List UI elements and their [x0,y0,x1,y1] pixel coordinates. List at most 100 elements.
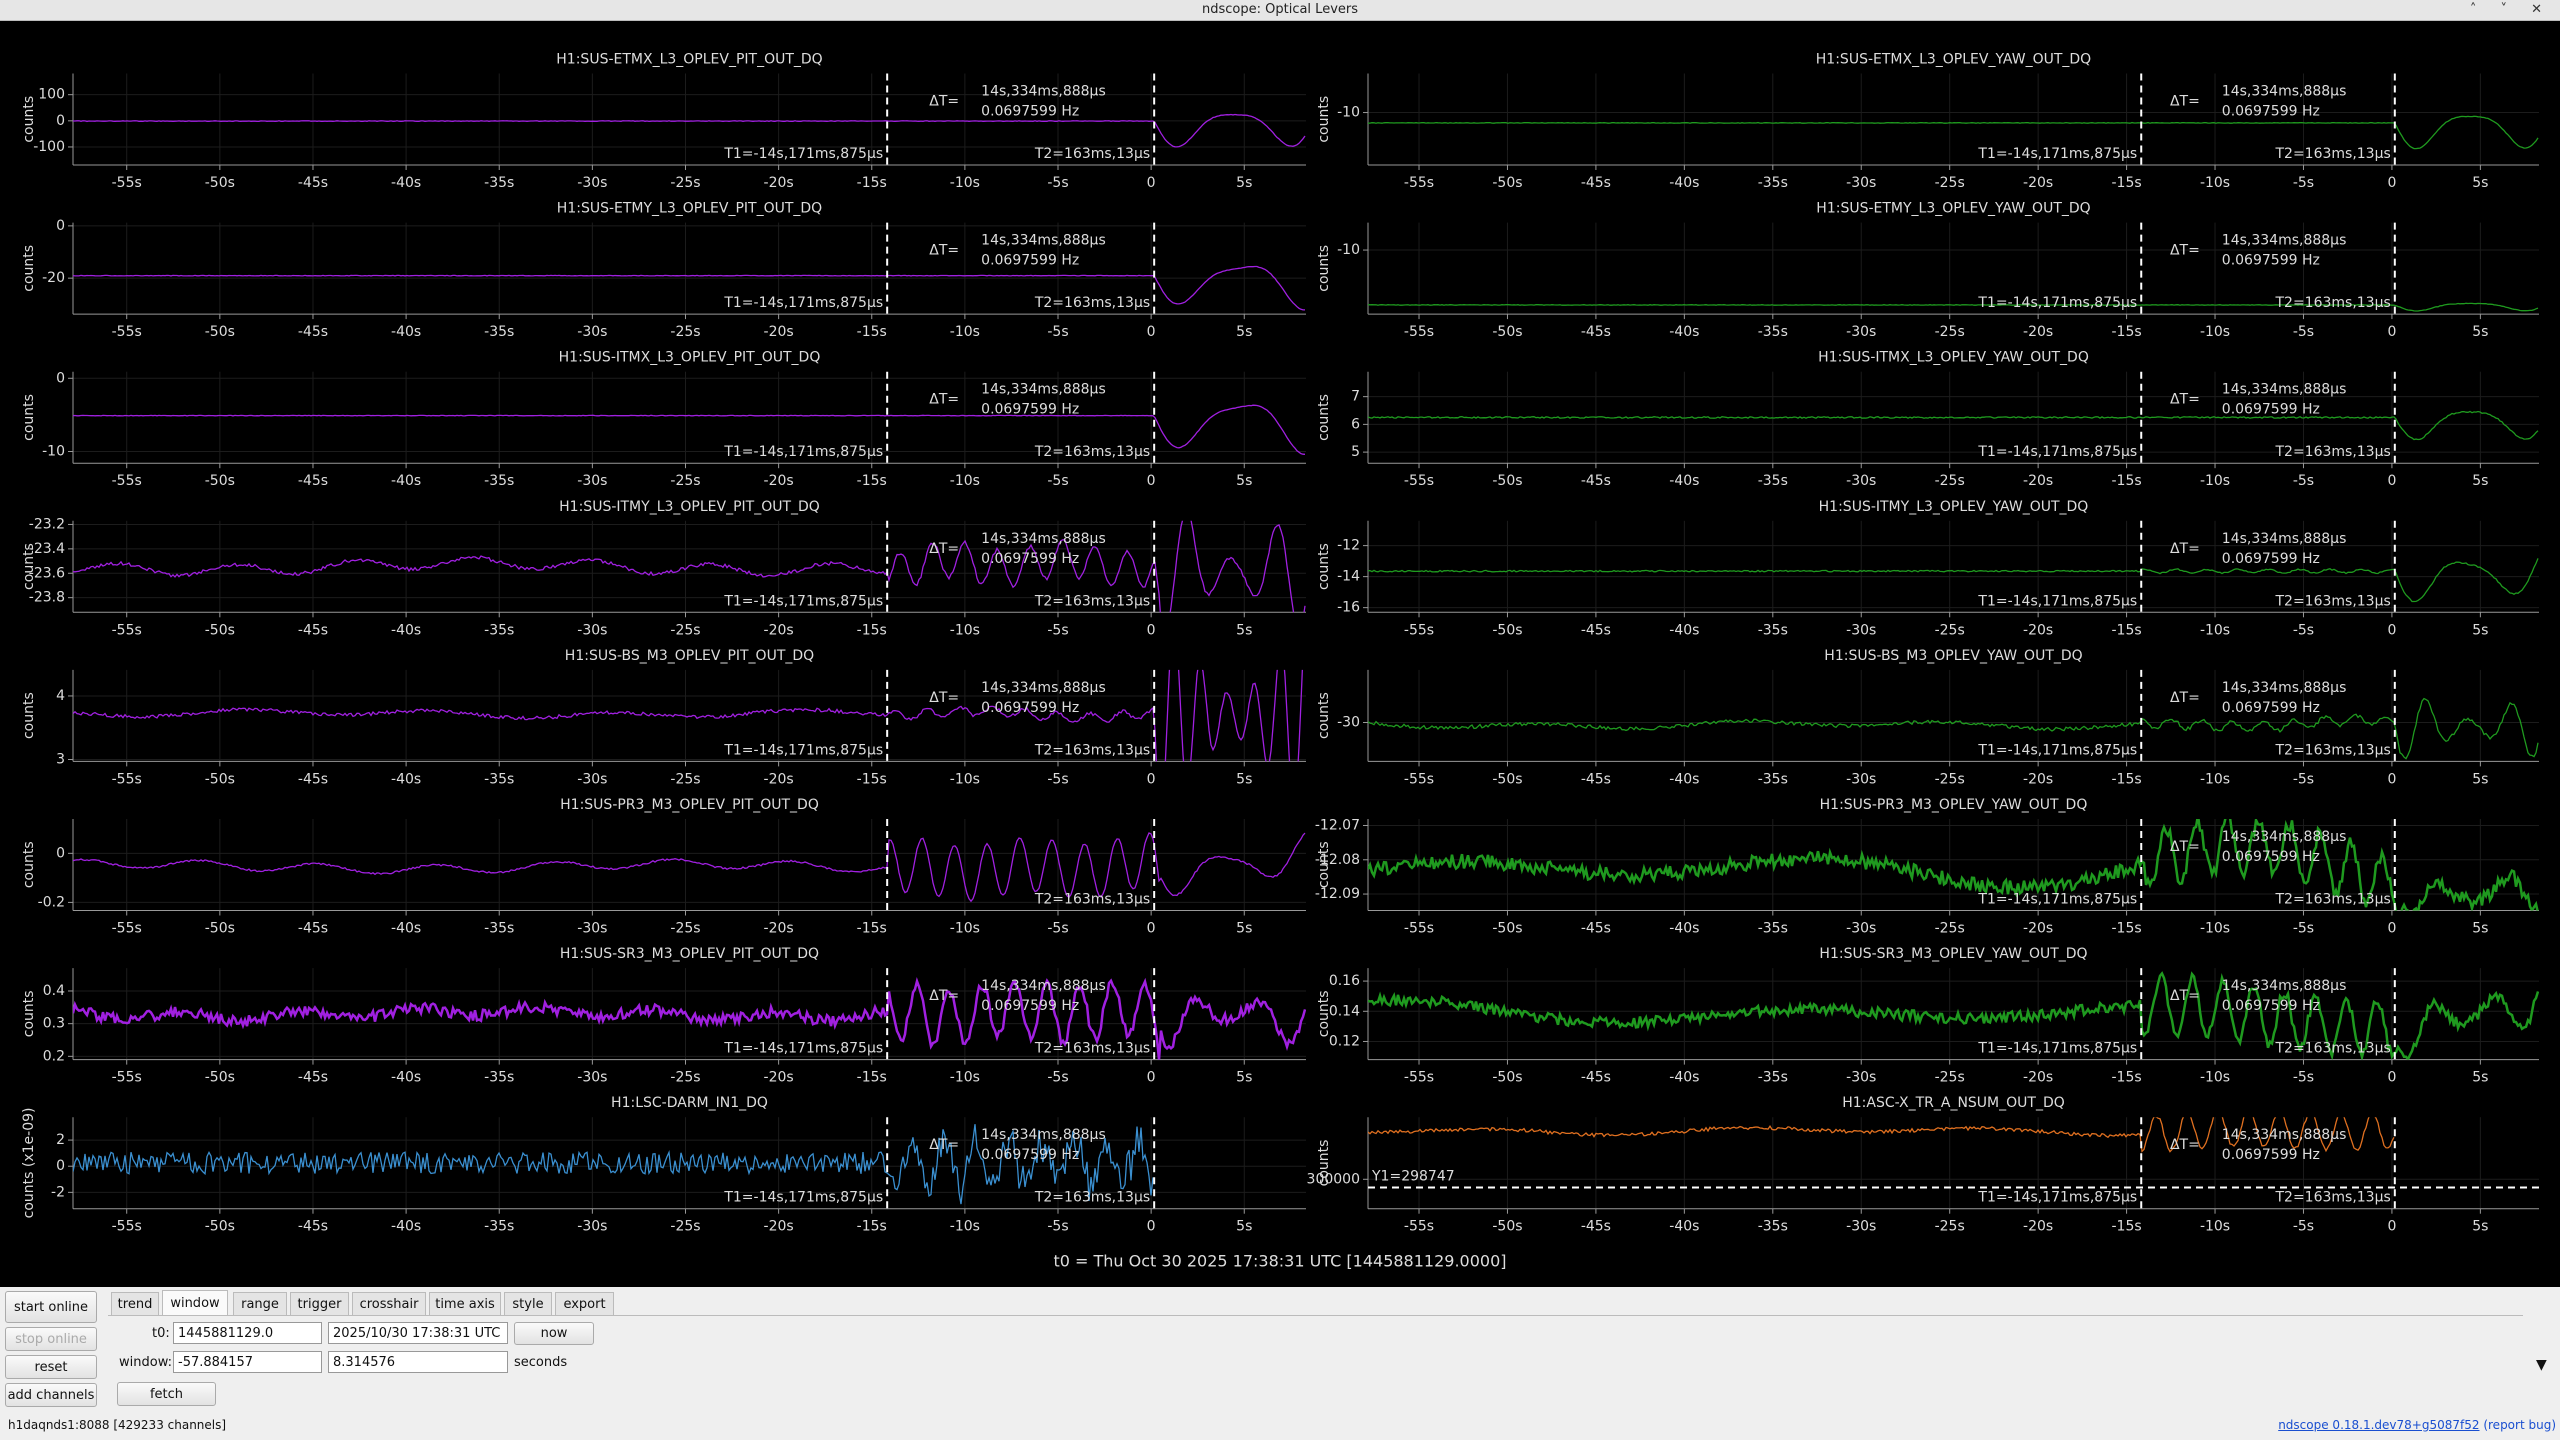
tab[interactable]: range [233,1292,287,1315]
delta-t-prefix: ΔT= [929,690,959,706]
x-tick-label: -40s [1669,622,1699,638]
x-tick-label: 5s [2472,622,2488,638]
t1-label: T1=-14s,171ms,875μs [1977,892,2137,908]
x-tick-label: 5s [1236,622,1252,638]
x-tick-label: -40s [1669,473,1699,489]
x-tick-label: -55s [1404,175,1434,191]
t2-label: T2=163ms,13μs [2274,1190,2390,1206]
t0-utc-field[interactable]: 2025/10/30 17:38:31 UTC [328,1322,508,1344]
tab[interactable]: window [162,1290,228,1315]
x-tick-label: -10s [2200,1219,2230,1235]
now-button[interactable]: now [514,1322,594,1345]
t1-label: T1=-14s,171ms,875μs [723,593,883,609]
t0-gps-field[interactable]: 1445881129.0 [173,1322,322,1344]
tab[interactable]: trigger [290,1292,349,1315]
x-tick-label: -40s [1669,324,1699,340]
y-tick-label: -12 [1337,538,1360,554]
delta-t-label: 14s,334ms,888μs [2222,382,2347,398]
delta-t-label: 14s,334ms,888μs [2222,233,2347,249]
y-tick-label: 0 [56,218,65,234]
x-tick-label: -45s [298,1070,328,1086]
frequency-label: 0.0697599 Hz [981,700,1079,716]
x-tick-label: -45s [298,771,328,787]
t2-label: T2=163ms,13μs [2274,146,2390,162]
x-tick-label: -30s [1846,771,1876,787]
collapse-arrow[interactable]: ▼ [2536,1357,2547,1373]
x-tick-label: -45s [298,1219,328,1235]
x-tick-label: -45s [1581,921,1611,937]
x-tick-label: -45s [1581,1070,1611,1086]
x-tick-label: -35s [1758,622,1788,638]
x-tick-label: -25s [1935,1219,1965,1235]
x-tick-label: -15s [2111,771,2141,787]
window-start-field[interactable]: -57.884157 [173,1351,322,1373]
frequency-label: 0.0697599 Hz [2222,1147,2320,1163]
trace [73,1124,1154,1205]
x-tick-label: -45s [1581,622,1611,638]
x-tick-label: -15s [857,175,887,191]
x-tick-label: -25s [1935,473,1965,489]
t1-label: T1=-14s,171ms,875μs [1977,593,2137,609]
x-tick-label: -25s [670,1219,700,1235]
x-tick-label: -55s [112,1219,142,1235]
report-bug-link[interactable]: (report bug) [2483,1418,2556,1432]
plot-title: H1:SUS-PR3_M3_OPLEV_YAW_OUT_DQ [1820,797,2088,813]
delta-t-label: 14s,334ms,888μs [2222,1127,2347,1143]
y-tick-label: 3 [56,751,65,767]
x-tick-label: -35s [1758,175,1788,191]
y-tick-label: 0 [56,1158,65,1174]
window-buttons[interactable]: ˄ ˅ ✕ [2469,2,2552,17]
tab[interactable]: export [555,1292,614,1315]
frequency-label: 0.0697599 Hz [981,253,1079,269]
x-tick-label: -10s [950,473,980,489]
start-online-button[interactable]: start online [5,1291,97,1323]
x-tick-label: -15s [857,1070,887,1086]
reset-button[interactable]: reset [5,1355,97,1379]
x-tick-label: -45s [1581,175,1611,191]
x-tick-label: -35s [484,473,514,489]
delta-t-prefix: ΔT= [929,541,959,557]
x-tick-label: -20s [2023,1070,2053,1086]
y-tick-label: -10 [1337,242,1360,258]
frequency-label: 0.0697599 Hz [981,551,1079,567]
t2-label: T2=163ms,13μs [2274,593,2390,609]
x-tick-label: -15s [2111,324,2141,340]
x-tick-label: -25s [670,175,700,191]
plot-title: H1:SUS-SR3_M3_OPLEV_YAW_OUT_DQ [1819,946,2087,962]
x-tick-label: -40s [391,324,421,340]
y-axis-label: counts (x1e-09) [21,1108,37,1219]
status-version: ndscope 0.18.1.dev78+g5087f52 (report bu… [2278,1418,2556,1432]
tab[interactable]: style [504,1292,552,1315]
tab[interactable]: trend [111,1292,159,1315]
x-tick-label: -45s [298,473,328,489]
x-tick-label: -15s [857,324,887,340]
x-tick-label: -15s [2111,622,2141,638]
y-tick-label: -12.08 [1315,852,1360,868]
y-tick-label: -2 [51,1184,65,1200]
x-tick-label: 5s [1236,175,1252,191]
x-tick-label: -15s [2111,1070,2141,1086]
x-tick-label: -40s [1669,175,1699,191]
x-tick-label: -35s [1758,1219,1788,1235]
frequency-label: 0.0697599 Hz [2222,998,2320,1014]
t1-label: T1=-14s,171ms,875μs [1977,1190,2137,1206]
plot-title: H1:SUS-PR3_M3_OPLEV_PIT_OUT_DQ [560,797,819,813]
add-channels-button[interactable]: add channels [5,1383,97,1407]
x-tick-label: 5s [2472,324,2488,340]
fetch-button[interactable]: fetch [117,1382,216,1406]
x-tick-label: -35s [1758,771,1788,787]
trace [1368,971,2539,1060]
frequency-label: 0.0697599 Hz [981,1147,1079,1163]
window-end-field[interactable]: 8.314576 [328,1351,508,1373]
x-tick-label: -50s [205,921,235,937]
tab[interactable]: crosshair [352,1292,426,1315]
tab[interactable]: time axis [429,1292,501,1315]
y-tick-label: -23.2 [29,516,65,532]
x-tick-label: -50s [1492,622,1522,638]
version-link[interactable]: ndscope 0.18.1.dev78+g5087f52 [2278,1418,2480,1432]
x-tick-label: -55s [112,921,142,937]
t1-label: T1=-14s,171ms,875μs [723,1041,883,1057]
x-tick-label: -20s [764,324,794,340]
delta-t-label: 14s,334ms,888μs [981,1127,1106,1143]
x-tick-label: 0 [2387,1070,2396,1086]
